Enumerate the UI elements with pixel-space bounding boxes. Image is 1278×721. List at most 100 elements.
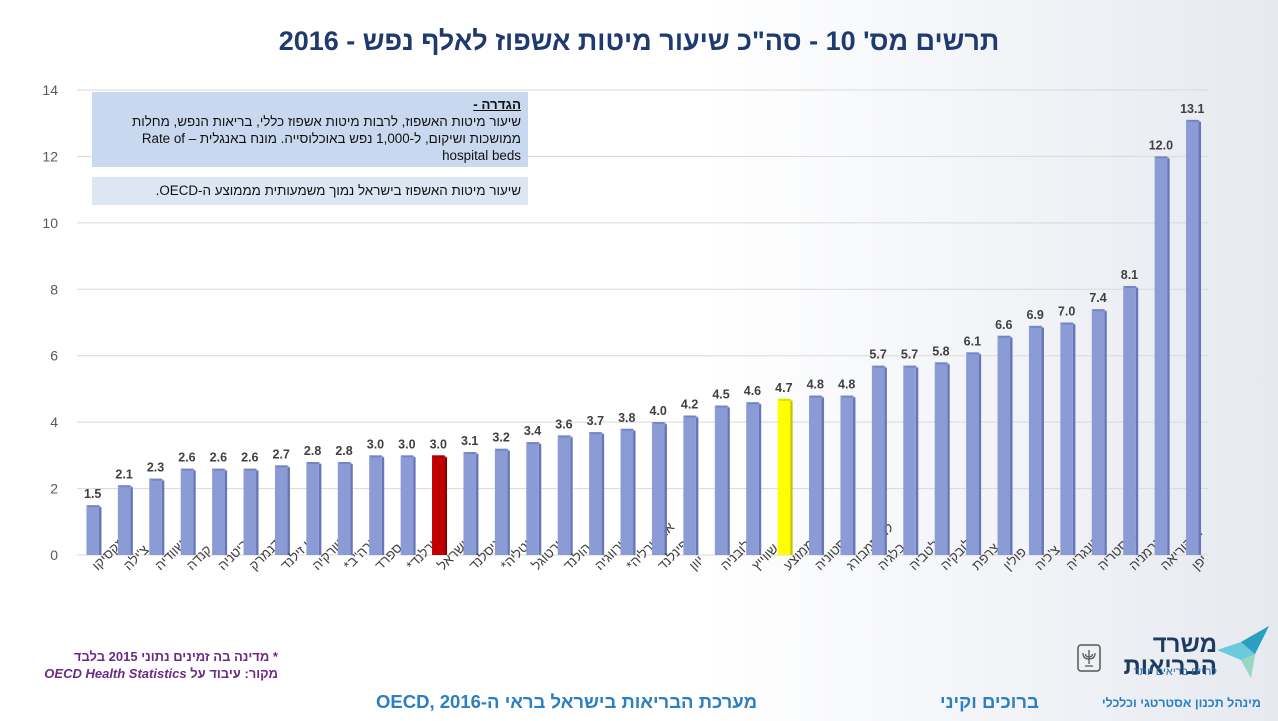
bar bbox=[1060, 322, 1073, 555]
bar-side bbox=[350, 464, 353, 555]
bar-side bbox=[695, 417, 699, 555]
bar-top bbox=[809, 395, 825, 398]
bar-top bbox=[117, 485, 133, 488]
bar-side bbox=[821, 397, 825, 555]
y-tick-label: 2 bbox=[50, 481, 58, 497]
data-label: 2.3 bbox=[147, 461, 164, 475]
footnote-line2: מקור: עיבוד על OECD Health Statistics bbox=[20, 665, 278, 682]
y-tick-label: 12 bbox=[42, 148, 58, 164]
data-label: 5.8 bbox=[932, 344, 949, 358]
bar-top bbox=[180, 468, 196, 471]
bar-top bbox=[589, 432, 605, 435]
data-label: 3.2 bbox=[492, 431, 509, 445]
bar-side bbox=[318, 464, 322, 555]
ministry-logo: משרד הבריאות לחיים בריאים יותר מינהל תכנ… bbox=[1075, 620, 1275, 720]
bar-top bbox=[1028, 325, 1044, 328]
y-tick-label: 8 bbox=[50, 281, 58, 297]
bar-top bbox=[1123, 285, 1139, 288]
bar bbox=[966, 352, 979, 555]
bar bbox=[903, 365, 916, 555]
bar-top bbox=[526, 442, 542, 445]
data-label: 4.7 bbox=[775, 381, 792, 395]
logo-name-line1: משרד bbox=[1152, 631, 1217, 658]
bar bbox=[809, 395, 822, 555]
y-tick-label: 6 bbox=[50, 348, 58, 364]
x-tick-label: יפן bbox=[1189, 552, 1210, 573]
bar-side bbox=[884, 367, 887, 555]
data-label: 3.6 bbox=[555, 417, 572, 431]
footnote-line1: * מדינה בה זמינים נתוני 2015 בלבד bbox=[73, 649, 278, 664]
footnote: * מדינה בה זמינים נתוני 2015 בלבד מקור: … bbox=[20, 648, 278, 682]
bar-top bbox=[557, 435, 573, 438]
bar bbox=[746, 402, 759, 555]
data-label: 2.6 bbox=[241, 451, 258, 465]
chart-title: תרשים מס' 10 - סה"כ שיעור מיטות אשפוז לא… bbox=[278, 26, 1000, 56]
bar-side bbox=[727, 407, 730, 555]
bar bbox=[1028, 325, 1042, 555]
bar-chart: 024681012141.5מקסיקו2.1צ'ילה2.3שוודיה2.6… bbox=[42, 82, 1210, 573]
y-tick-label: 10 bbox=[42, 215, 58, 231]
bar-side bbox=[287, 467, 290, 555]
data-label: 7.0 bbox=[1058, 305, 1075, 319]
footer-right-text: ברוכים וקיני bbox=[940, 691, 1039, 712]
bar-side bbox=[1135, 287, 1139, 555]
bar bbox=[620, 428, 634, 555]
data-label: 13.1 bbox=[1180, 102, 1204, 116]
bar-top bbox=[432, 455, 448, 458]
data-label: 3.0 bbox=[367, 437, 384, 451]
logo-name: משרד הבריאות bbox=[1124, 631, 1218, 679]
bar bbox=[117, 485, 131, 555]
bar bbox=[526, 442, 539, 555]
bar-side bbox=[161, 480, 165, 555]
bar-top bbox=[934, 362, 950, 365]
bar bbox=[651, 422, 665, 555]
bar-side bbox=[633, 430, 636, 555]
bar bbox=[714, 405, 728, 555]
bar-top bbox=[1154, 156, 1170, 159]
footer-center-text: מערכת הבריאות בישראל בראי ה-OECD, 2016 bbox=[376, 691, 757, 712]
bar bbox=[243, 468, 257, 555]
y-tick-label: 4 bbox=[50, 414, 58, 430]
bar-side bbox=[790, 400, 793, 555]
bar bbox=[871, 365, 885, 555]
bar-top bbox=[212, 468, 228, 471]
bar-top bbox=[683, 415, 699, 418]
bar-top bbox=[400, 455, 416, 458]
bar bbox=[494, 448, 508, 555]
bar-side bbox=[98, 507, 102, 555]
bar-side bbox=[224, 470, 228, 555]
data-label: 2.6 bbox=[210, 451, 227, 465]
bar bbox=[463, 452, 476, 555]
bar-top bbox=[274, 465, 290, 468]
bar-top bbox=[746, 402, 762, 405]
data-label: 5.7 bbox=[901, 348, 918, 362]
data-label: 3.8 bbox=[618, 411, 635, 425]
data-label: 6.9 bbox=[1027, 308, 1044, 322]
data-label: 5.7 bbox=[869, 348, 886, 362]
bar-top bbox=[1186, 119, 1202, 122]
bar bbox=[1186, 119, 1199, 556]
bar-top bbox=[840, 395, 856, 398]
bar-top bbox=[871, 365, 887, 368]
bar bbox=[149, 478, 162, 555]
bar-side bbox=[570, 437, 573, 555]
data-label: 3.0 bbox=[430, 437, 447, 451]
bar bbox=[1123, 285, 1136, 555]
bar-side bbox=[915, 367, 919, 555]
bar-side bbox=[1198, 121, 1202, 556]
y-tick-label: 14 bbox=[42, 82, 58, 98]
logo-division: מינהל תכנון אסטרטגי וכלכלי bbox=[1101, 696, 1261, 710]
footnote-source: OECD Health Statistics bbox=[44, 666, 187, 681]
bar bbox=[274, 465, 288, 555]
data-label: 1.5 bbox=[84, 487, 101, 501]
bar-side bbox=[978, 354, 982, 555]
bar-top bbox=[1060, 322, 1076, 325]
data-label: 2.6 bbox=[178, 451, 195, 465]
data-label: 4.6 bbox=[744, 384, 761, 398]
bar bbox=[589, 432, 602, 555]
bar-side bbox=[381, 457, 385, 555]
data-label: 3.0 bbox=[398, 437, 415, 451]
data-label: 3.4 bbox=[524, 424, 541, 438]
data-label: 2.7 bbox=[273, 447, 290, 461]
bar-top bbox=[620, 428, 636, 431]
